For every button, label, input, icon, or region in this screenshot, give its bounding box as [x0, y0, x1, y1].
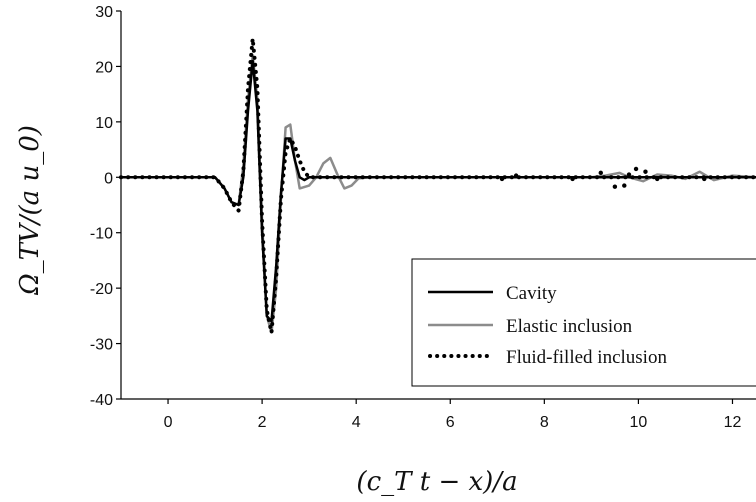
legend-label-cavity: Cavity — [506, 283, 557, 304]
x-ticks: 0 2 4 6 8 10 12 — [164, 399, 742, 431]
legend-box — [411, 258, 756, 387]
x-tick-label: 2 — [258, 414, 267, 431]
x-tick-label: 10 — [630, 414, 648, 431]
legend: Cavity Elastic inclusion Fluid-filled in… — [411, 258, 756, 387]
fluid-filled-stray-point — [702, 176, 707, 182]
x-tick-label: 6 — [446, 414, 455, 431]
y-tick-label: -40 — [90, 392, 113, 409]
fluid-filled-stray-point — [622, 183, 627, 188]
fluid-filled-stray-point — [612, 184, 618, 189]
series-cavity — [121, 59, 756, 323]
fluid-filled-stray-point — [570, 176, 575, 182]
fluid-filled-stray-point — [499, 176, 505, 182]
fluid-filled-stray-point — [598, 170, 603, 176]
y-tick-label: -30 — [90, 337, 113, 354]
x-tick-label: 0 — [164, 414, 173, 431]
fluid-filled-stray-point — [633, 166, 639, 172]
fluid-filled-stray-point — [655, 176, 660, 182]
y-tick-label: 20 — [95, 59, 113, 76]
x-tick-label: 4 — [352, 414, 361, 431]
legend-label-elastic: Elastic inclusion — [506, 316, 633, 337]
x-tick-label: 12 — [724, 414, 742, 431]
y-ticks: -40 -30 -20 -10 0 10 20 30 — [90, 4, 121, 409]
series-fluid-filled-inclusion — [119, 36, 756, 335]
fluid-filled-stray-point — [626, 172, 632, 177]
y-tick-label: 0 — [104, 170, 113, 187]
y-tick-label: -10 — [90, 226, 113, 243]
y-tick-label: -20 — [90, 281, 113, 298]
x-axis-label: (c_T t − x)/a — [356, 467, 517, 497]
y-tick-label: 30 — [95, 4, 113, 21]
y-tick-label: 10 — [95, 115, 113, 132]
x-tick-label: 8 — [540, 414, 549, 431]
legend-label-fluid: Fluid-filled inclusion — [506, 347, 667, 368]
y-axis-label: Ω_TV/(a u_0) — [15, 125, 45, 296]
fluid-filled-stray-point — [643, 169, 648, 174]
plot-area — [120, 11, 756, 400]
series-layer — [119, 36, 756, 335]
fluid-filled-stray-point — [513, 173, 519, 178]
